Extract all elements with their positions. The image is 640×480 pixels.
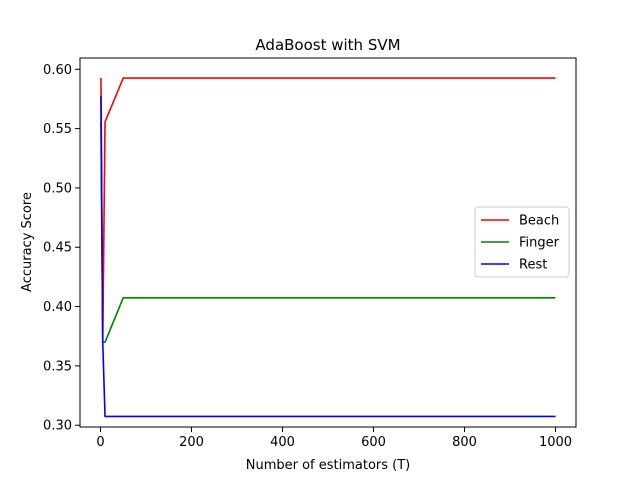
- legend-label-beach: Beach: [519, 214, 559, 229]
- y-axis-label: Accuracy Score: [20, 192, 35, 292]
- y-tick-label: 0.45: [43, 241, 72, 256]
- chart-title: AdaBoost with SVM: [255, 36, 400, 54]
- series-line-rest: [100, 95, 556, 418]
- x-tick-label: 400: [270, 435, 295, 450]
- y-tick-label: 0.35: [43, 359, 72, 374]
- plot-area-frame: [79, 57, 577, 428]
- y-tick-label: 0.50: [43, 181, 72, 196]
- y-tick-label: 0.60: [43, 63, 72, 78]
- legend-box: [474, 206, 570, 278]
- x-tick-label: 1000: [539, 435, 572, 450]
- y-axis-ticks: 0.30 0.35 0.40 0.45 0.50 0.55 0.60: [43, 63, 80, 434]
- legend: Beach Finger Rest: [474, 206, 570, 278]
- x-tick-label: 800: [452, 435, 477, 450]
- series-lines: [100, 77, 556, 418]
- legend-label-finger: Finger: [519, 236, 560, 251]
- legend-label-rest: Rest: [519, 258, 547, 273]
- x-axis-label: Number of estimators (T): [246, 458, 411, 473]
- x-axis-ticks: 0 200 400 600 800 1000: [96, 427, 572, 450]
- x-tick-label: 0: [96, 435, 104, 450]
- x-tick-label: 600: [361, 435, 386, 450]
- x-tick-label: 200: [179, 435, 204, 450]
- y-tick-label: 0.55: [43, 122, 72, 137]
- y-tick-label: 0.40: [43, 300, 72, 315]
- y-tick-label: 0.30: [43, 419, 72, 434]
